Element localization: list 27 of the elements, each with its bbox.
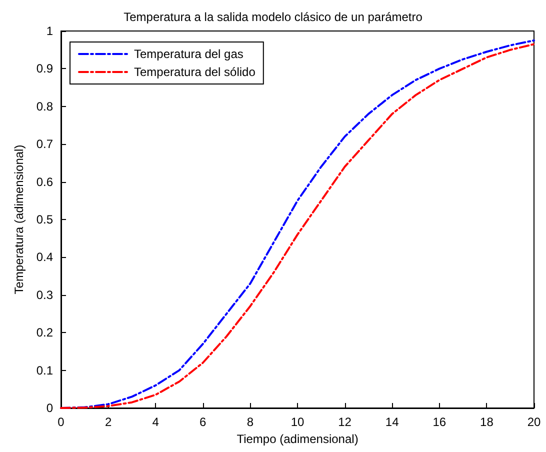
legend-label: Temperatura del sólido <box>134 65 256 79</box>
x-tick-label: 2 <box>104 415 112 429</box>
y-tick-label: 0.9 <box>36 62 54 76</box>
chart-title: Temperatura a la salida modelo clásico de un parámetro <box>124 10 423 24</box>
x-tick-label: 18 <box>480 415 494 429</box>
y-tick-label: 0.4 <box>36 250 54 264</box>
x-tick-label: 8 <box>246 415 254 429</box>
x-axis-title: Tiempo (adimensional) <box>236 432 358 446</box>
x-tick-label: 10 <box>290 415 304 429</box>
y-tick-label: 0.8 <box>36 99 54 114</box>
y-tick-label: 0 <box>46 401 54 415</box>
x-tick-label: 20 <box>527 415 541 429</box>
y-axis-title: Temperatura (adimensional) <box>12 144 26 294</box>
x-tick-label: 0 <box>58 415 65 429</box>
x-tick-label: 16 <box>432 415 446 429</box>
y-tick-label: 0.5 <box>36 212 54 226</box>
x-tick-label: 6 <box>200 415 207 429</box>
y-tick-label: 0.7 <box>36 137 54 152</box>
y-tick-label: 0.3 <box>36 288 54 302</box>
x-tick-label: 14 <box>385 415 400 429</box>
x-tick-label: 12 <box>338 415 352 429</box>
legend-label: Temperatura del gas <box>134 47 244 61</box>
y-tick-label: 0.2 <box>36 326 54 340</box>
y-tick-label: 1 <box>46 24 54 38</box>
y-tick-label: 0.6 <box>36 174 54 189</box>
y-tick-label: 0.1 <box>36 363 54 378</box>
x-tick-label: 4 <box>152 415 160 429</box>
